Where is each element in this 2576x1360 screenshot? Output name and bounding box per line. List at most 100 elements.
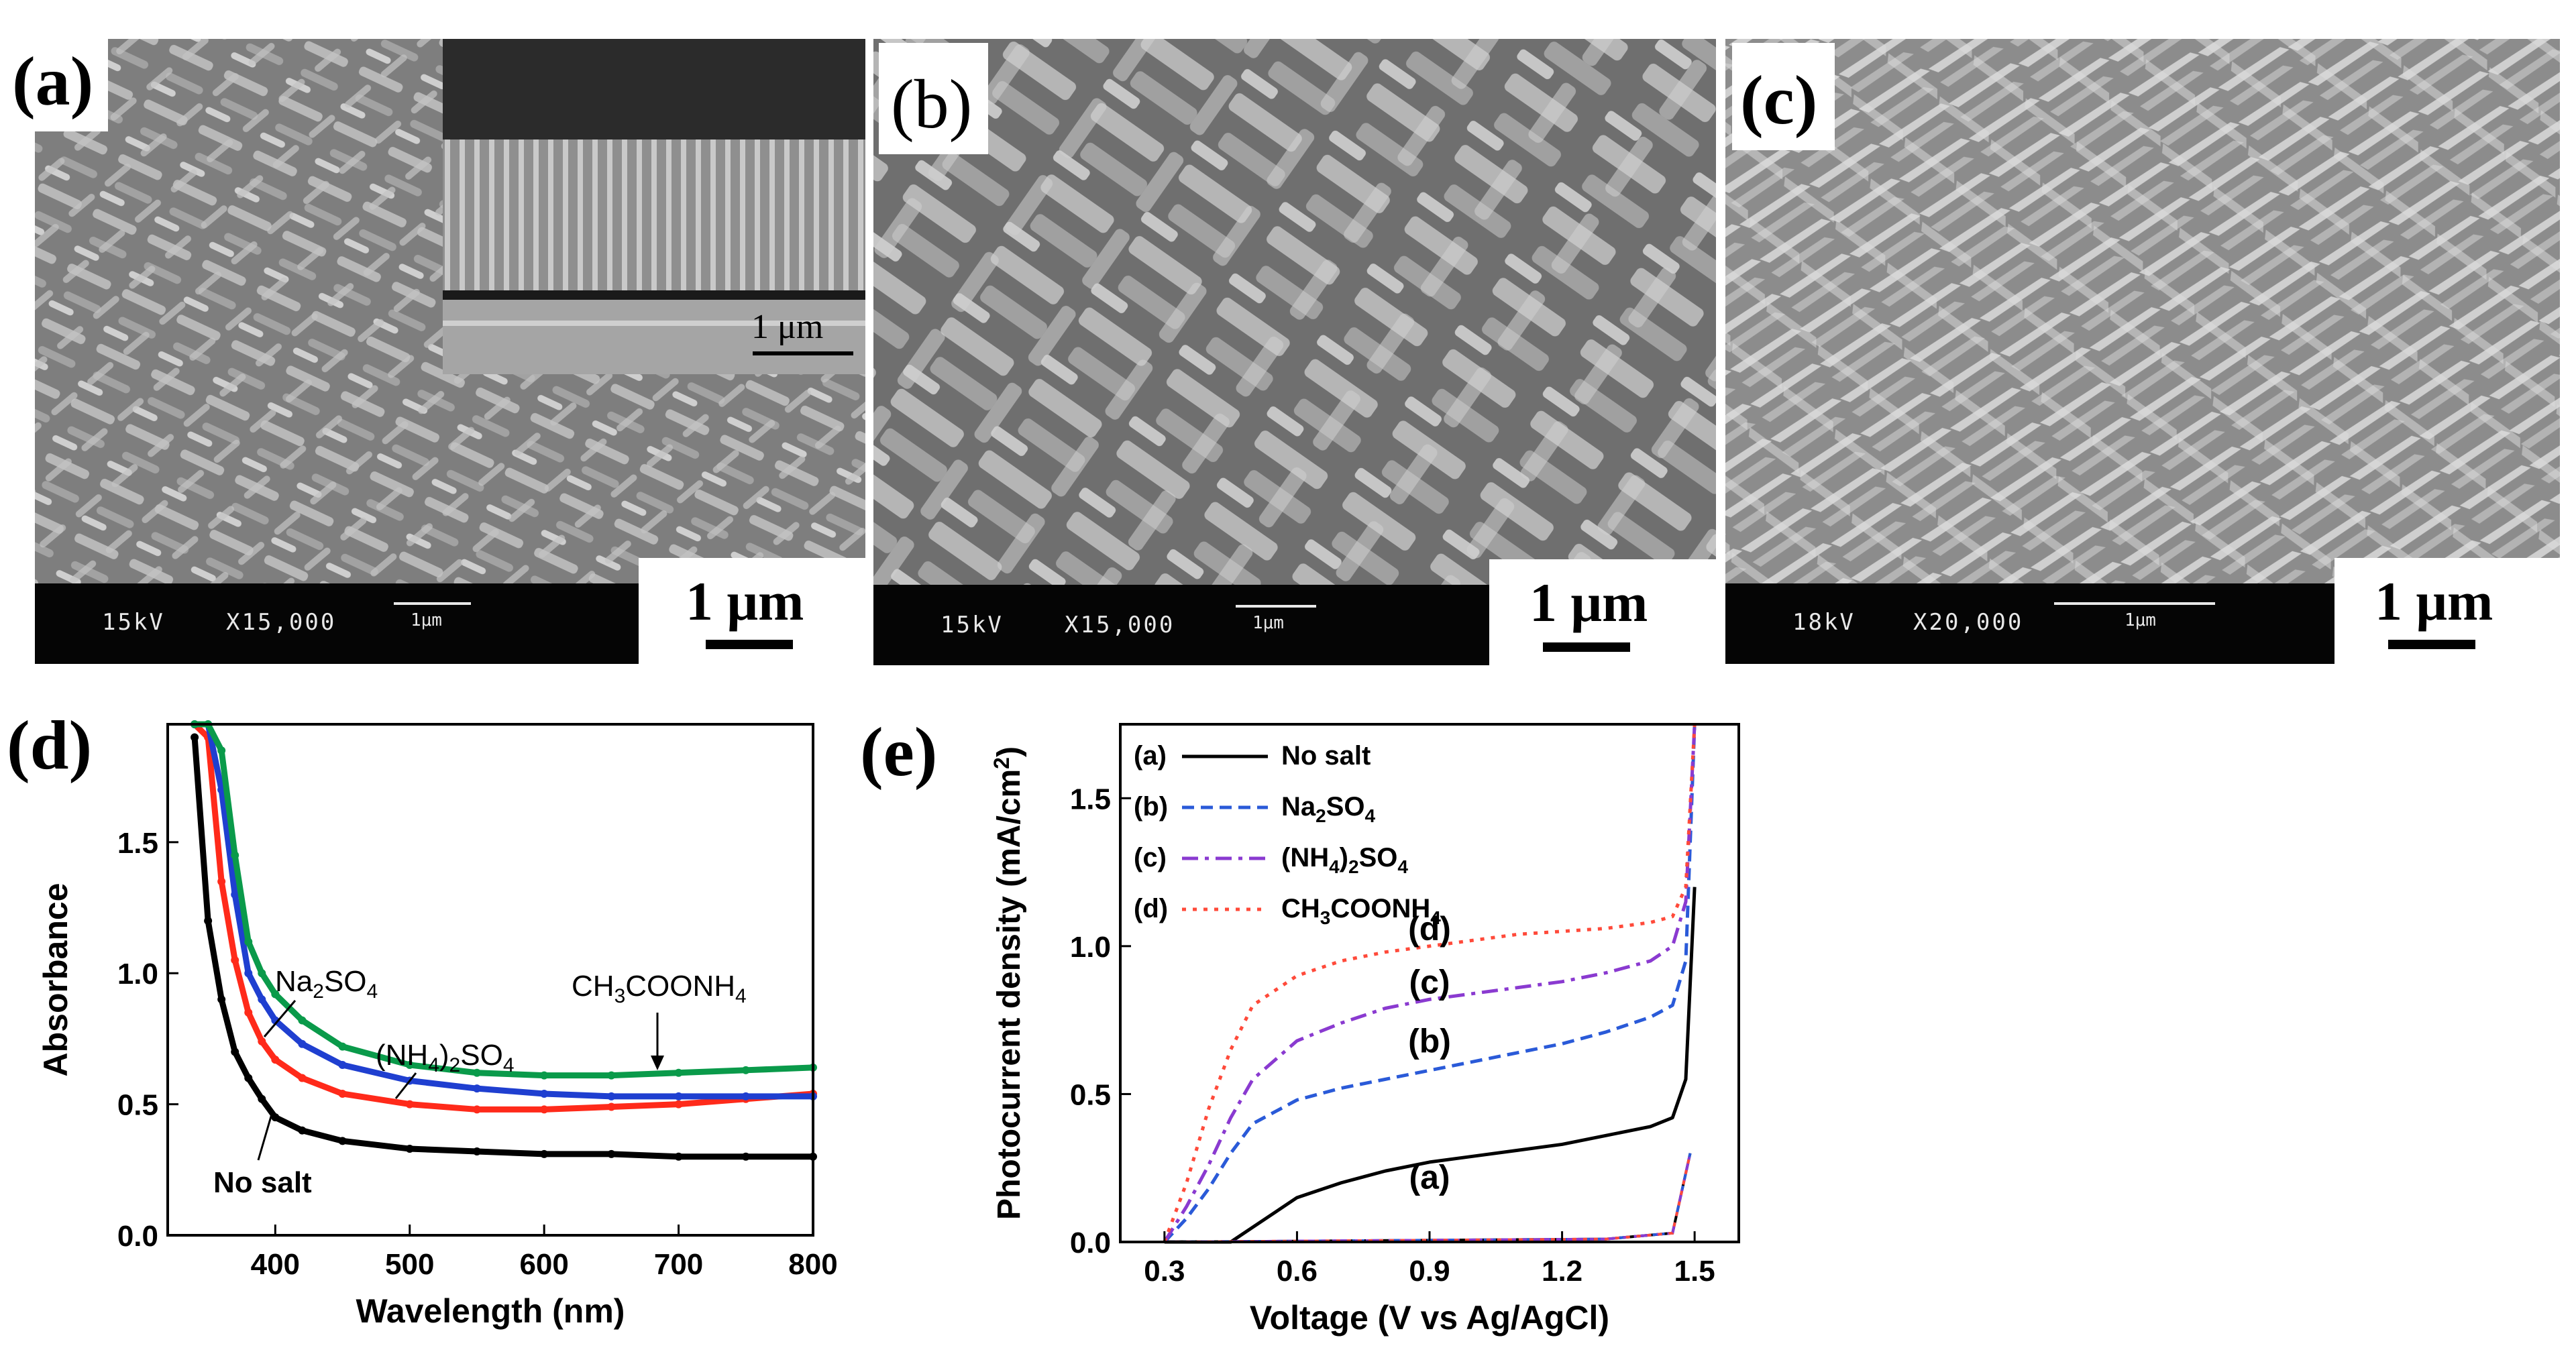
legend-label: CH3COONH4 xyxy=(1281,894,1441,928)
data-point xyxy=(217,877,226,886)
legend-label-sub: 2 xyxy=(1348,856,1359,877)
nh4-sub-3: 4 xyxy=(503,1054,515,1076)
y-tick-label: 1.5 xyxy=(117,827,158,860)
data-point xyxy=(258,1037,266,1045)
data-point xyxy=(217,746,226,755)
data-point xyxy=(607,1102,616,1111)
y-axis-label: Absorbance xyxy=(37,883,74,1077)
annotation-na2so4-arrow xyxy=(263,1000,297,1037)
na2so4-sub-1: 2 xyxy=(313,980,324,1003)
legend-id: (c) xyxy=(1134,843,1167,872)
panel-label-b: (b) xyxy=(879,43,989,154)
na2so4-sub-2: 4 xyxy=(367,980,378,1003)
curve-label: (c) xyxy=(1409,963,1450,1001)
curve-label: (b) xyxy=(1408,1023,1451,1060)
dark-current-line xyxy=(1164,1153,1692,1243)
data-point xyxy=(338,1137,347,1145)
data-point xyxy=(540,1105,549,1114)
data-point xyxy=(674,1068,683,1077)
x-tick-label: 0.3 xyxy=(1144,1255,1185,1288)
series-line xyxy=(1163,724,1697,1243)
legend-label-base: CH xyxy=(1281,894,1320,923)
data-point xyxy=(298,1039,307,1048)
data-point xyxy=(674,1100,683,1109)
panel-label-a: (a) xyxy=(12,28,109,131)
na2so4-rest: SO xyxy=(324,965,367,998)
data-point xyxy=(472,1147,481,1155)
annotation-ch3coonh4-arrowhead xyxy=(651,1056,664,1070)
y-axis-label-close: ) xyxy=(991,746,1027,757)
sem-small-scale-label: 1μm xyxy=(2125,610,2156,630)
sem-image-a: 1 μm 15kV X15,000 1μm xyxy=(35,39,865,664)
legend-label-sub: 3 xyxy=(1320,907,1331,928)
y-tick-label: 1.5 xyxy=(1070,783,1111,815)
sem-small-scale-label: 1μm xyxy=(1252,613,1284,633)
data-point xyxy=(244,938,253,946)
sem-voltage: 15kV xyxy=(941,612,1004,638)
annotation-nh4-arrow xyxy=(394,1072,417,1099)
x-axis-label: Voltage (V vs Ag/AgCl) xyxy=(1250,1299,1609,1337)
legend-label: No salt xyxy=(1281,741,1371,771)
data-point xyxy=(674,1092,683,1100)
data-point xyxy=(244,969,253,978)
series-line xyxy=(192,722,814,1113)
data-point xyxy=(741,1092,750,1100)
scale-bar xyxy=(2388,640,2475,649)
x-tick-label: 0.9 xyxy=(1409,1255,1450,1288)
na2so4-main: Na xyxy=(275,965,313,998)
data-point xyxy=(217,995,226,1004)
data-point xyxy=(231,851,239,860)
legend-id: (a) xyxy=(1134,741,1167,771)
x-tick-label: 0.6 xyxy=(1277,1255,1318,1288)
nh4-so: SO xyxy=(460,1039,503,1072)
data-point xyxy=(607,1071,616,1080)
data-point xyxy=(244,1074,253,1082)
data-point xyxy=(271,1056,280,1064)
sem-inset-cross-section xyxy=(443,39,865,374)
x-tick-label: 1.2 xyxy=(1542,1255,1582,1288)
x-tick-label: 600 xyxy=(519,1248,568,1281)
data-point xyxy=(472,1068,481,1077)
nh4-mid: ) xyxy=(439,1039,449,1072)
panel-label-c: (c) xyxy=(1732,43,1835,150)
data-point xyxy=(405,1145,414,1153)
legend-label-sub: 2 xyxy=(1316,805,1326,826)
data-point xyxy=(607,1149,616,1158)
y-tick-label: 1.0 xyxy=(1070,931,1111,964)
ch3-b: COONH xyxy=(625,970,735,1003)
data-point xyxy=(674,1152,683,1161)
absorbance-chart: 400 500 600 700 800 0.0 0.5 1.0 1.5 Wavelength (… xyxy=(37,720,838,1330)
legend-label-part: ) xyxy=(1340,843,1348,872)
sem-voltage: 15kV xyxy=(102,609,165,636)
curve-label: (a) xyxy=(1409,1159,1450,1196)
data-point xyxy=(607,1092,616,1100)
y-tick-label: 0.5 xyxy=(1070,1078,1111,1111)
legend-id: (b) xyxy=(1134,792,1168,821)
legend-label-base: Na xyxy=(1281,792,1316,821)
y-tick-label: 1.0 xyxy=(117,958,158,990)
legend-label-sub: 4 xyxy=(1329,856,1340,877)
data-point xyxy=(298,1126,307,1135)
sem-magnification: X15,000 xyxy=(1065,612,1175,638)
x-tick-label: 800 xyxy=(788,1248,837,1281)
data-point xyxy=(472,1105,481,1114)
x-axis-label: Wavelength (nm) xyxy=(356,1292,625,1330)
nh4-sub-1: 4 xyxy=(428,1054,439,1076)
inset-scale-bar xyxy=(753,351,853,355)
data-point xyxy=(244,1008,253,1017)
legend-label-sub: 4 xyxy=(1430,907,1441,928)
panel-label-e: (e) xyxy=(860,714,938,791)
sem-magnification: X20,000 xyxy=(1913,609,2024,636)
scale-box-c: 1 μm xyxy=(2334,558,2560,664)
nh4-open: (NH xyxy=(376,1039,428,1072)
series-line xyxy=(1163,724,1697,1243)
data-point xyxy=(231,891,239,899)
nh4-sub-2: 2 xyxy=(449,1054,461,1076)
sem-image-c: 18kV X20,000 1μm xyxy=(1725,39,2560,664)
plot-frame xyxy=(166,723,814,1237)
annotation-nh4-2so4: (NH4)2SO4 xyxy=(376,1039,515,1076)
ch3-a: CH xyxy=(572,970,614,1003)
sem-magnification: X15,000 xyxy=(226,609,337,636)
y-tick-label: 0.5 xyxy=(117,1089,158,1122)
data-point xyxy=(540,1149,549,1158)
